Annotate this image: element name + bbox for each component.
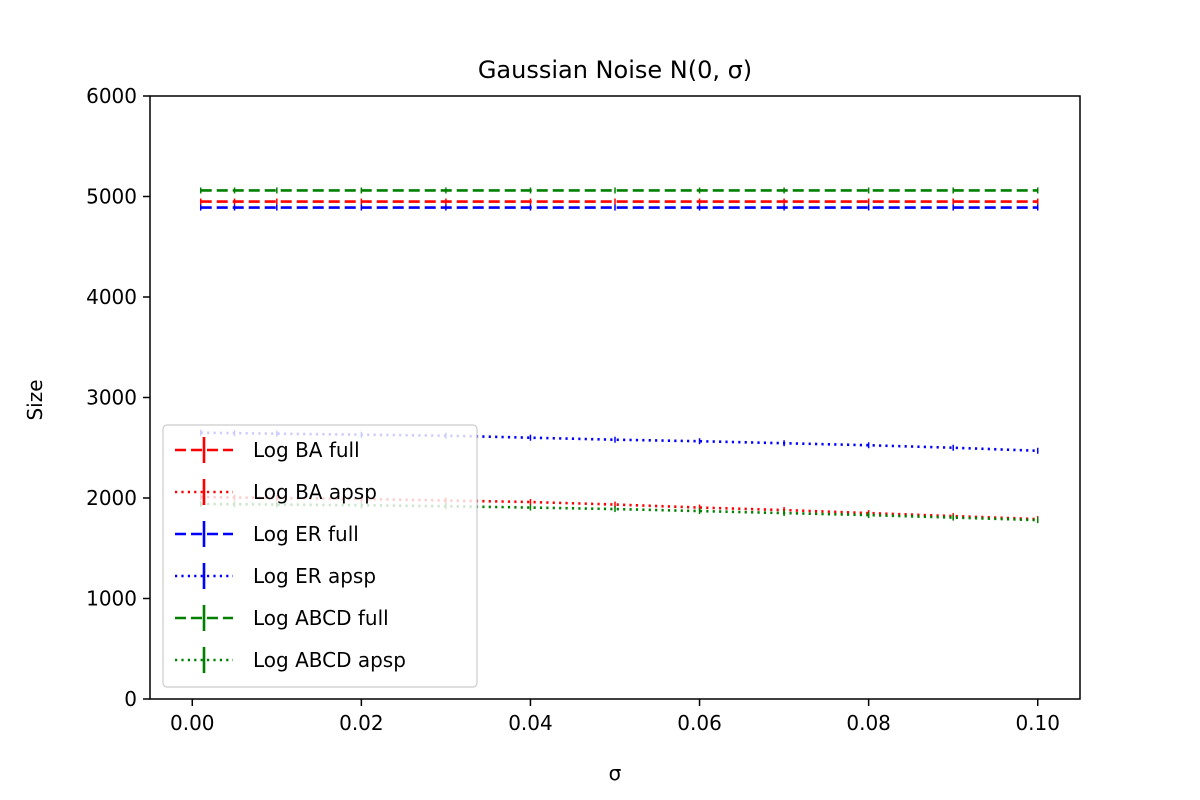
x-tick-label: 0.08: [846, 711, 891, 735]
y-tick-label: 6000: [86, 84, 137, 108]
y-axis-label: Size: [23, 379, 47, 420]
legend-item-log-ba-full: Log BA full: [175, 437, 360, 463]
plot-area: [199, 187, 1039, 524]
y-tick-label: 5000: [86, 185, 137, 209]
series-log-ba-full: [199, 198, 1039, 205]
legend-label: Log ABCD full: [253, 606, 389, 630]
chart-title: Gaussian Noise N(0, σ): [478, 56, 752, 84]
y-tick-label: 0: [124, 687, 137, 711]
x-axis-label: σ: [609, 761, 622, 785]
legend-item-log-er-apsp: Log ER apsp: [175, 563, 376, 589]
series-log-abcd-full: [199, 187, 1039, 194]
x-tick-label: 0.04: [508, 711, 553, 735]
series-log-er-full: [199, 204, 1039, 211]
y-axis: 0 1000 2000 3000 4000 5000 6000: [86, 84, 150, 711]
y-tick-label: 2000: [86, 486, 137, 510]
legend-item-log-abcd-apsp: Log ABCD apsp: [175, 647, 406, 673]
legend-label: Log BA apsp: [253, 480, 377, 504]
legend-label: Log ER full: [253, 522, 359, 546]
legend-box: [162, 424, 478, 688]
legend-item-log-ba-apsp: Log BA apsp: [175, 479, 377, 505]
legend-item-log-er-full: Log ER full: [175, 521, 359, 547]
series-line: [200, 431, 1038, 453]
legend-label: Log BA full: [253, 438, 360, 462]
x-tick-label: 0.06: [677, 711, 722, 735]
x-tick-label: 0.10: [1015, 711, 1060, 735]
y-tick-label: 4000: [86, 285, 137, 309]
legend-item-log-abcd-full: Log ABCD full: [175, 605, 389, 631]
y-tick-label: 3000: [86, 386, 137, 410]
series-line: [200, 495, 1038, 521]
legend-label: Log ABCD apsp: [253, 648, 406, 672]
x-tick-label: 0.00: [170, 711, 215, 735]
legend: Log BA full Log BA apsp Log ER full Log ER …: [162, 424, 478, 688]
legend-label: Log ER apsp: [253, 564, 376, 588]
series-line: [200, 502, 1038, 522]
y-tick-label: 1000: [86, 587, 137, 611]
x-tick-label: 0.02: [339, 711, 384, 735]
x-axis: 0.00 0.02 0.04 0.06 0.08 0.10: [170, 699, 1060, 735]
